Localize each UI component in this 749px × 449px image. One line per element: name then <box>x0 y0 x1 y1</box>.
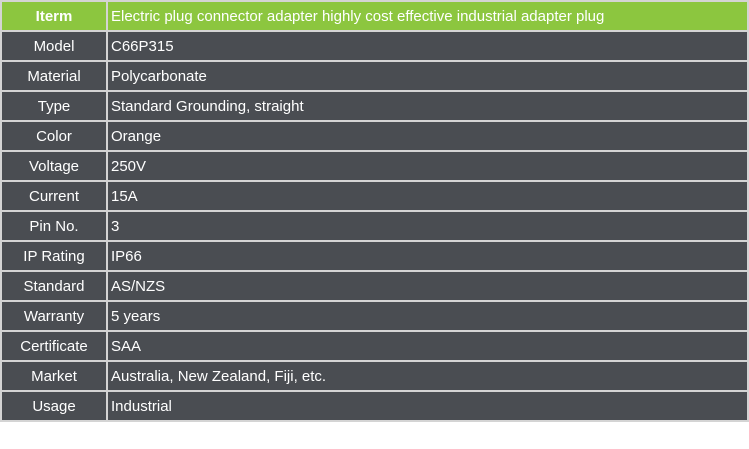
table-row: Type Standard Grounding, straight <box>0 90 749 122</box>
row-value: Orange <box>106 120 749 152</box>
row-label: Market <box>0 360 108 392</box>
row-value: Standard Grounding, straight <box>106 90 749 122</box>
row-value: Industrial <box>106 390 749 422</box>
table-row: Color Orange <box>0 120 749 152</box>
table-row: Material Polycarbonate <box>0 60 749 92</box>
row-label: Usage <box>0 390 108 422</box>
table-row: Warranty 5 years <box>0 300 749 332</box>
table-row: Model C66P315 <box>0 30 749 62</box>
table-row: IP Rating IP66 <box>0 240 749 272</box>
table-row: Certificate SAA <box>0 330 749 362</box>
table-row: Usage Industrial <box>0 390 749 422</box>
row-value: C66P315 <box>106 30 749 62</box>
row-label: Material <box>0 60 108 92</box>
row-label: Warranty <box>0 300 108 332</box>
row-value: 15A <box>106 180 749 212</box>
row-value: Australia, New Zealand, Fiji, etc. <box>106 360 749 392</box>
spec-table: Iterm Electric plug connector adapter hi… <box>0 0 749 422</box>
row-label: IP Rating <box>0 240 108 272</box>
table-row: Standard AS/NZS <box>0 270 749 302</box>
row-label: Pin No. <box>0 210 108 242</box>
table-row: Market Australia, New Zealand, Fiji, etc. <box>0 360 749 392</box>
row-label: Standard <box>0 270 108 302</box>
row-value: Polycarbonate <box>106 60 749 92</box>
row-value: 250V <box>106 150 749 182</box>
row-value: 5 years <box>106 300 749 332</box>
table-row: Voltage 250V <box>0 150 749 182</box>
row-label: Voltage <box>0 150 108 182</box>
row-value: SAA <box>106 330 749 362</box>
row-label: Color <box>0 120 108 152</box>
row-label: Certificate <box>0 330 108 362</box>
table-header-row: Iterm Electric plug connector adapter hi… <box>0 0 749 32</box>
row-label: Model <box>0 30 108 62</box>
row-value: IP66 <box>106 240 749 272</box>
table-row: Pin No. 3 <box>0 210 749 242</box>
row-label: Type <box>0 90 108 122</box>
table-row: Current 15A <box>0 180 749 212</box>
header-value: Electric plug connector adapter highly c… <box>106 0 749 32</box>
row-value: AS/NZS <box>106 270 749 302</box>
header-label: Iterm <box>0 0 108 32</box>
row-value: 3 <box>106 210 749 242</box>
row-label: Current <box>0 180 108 212</box>
